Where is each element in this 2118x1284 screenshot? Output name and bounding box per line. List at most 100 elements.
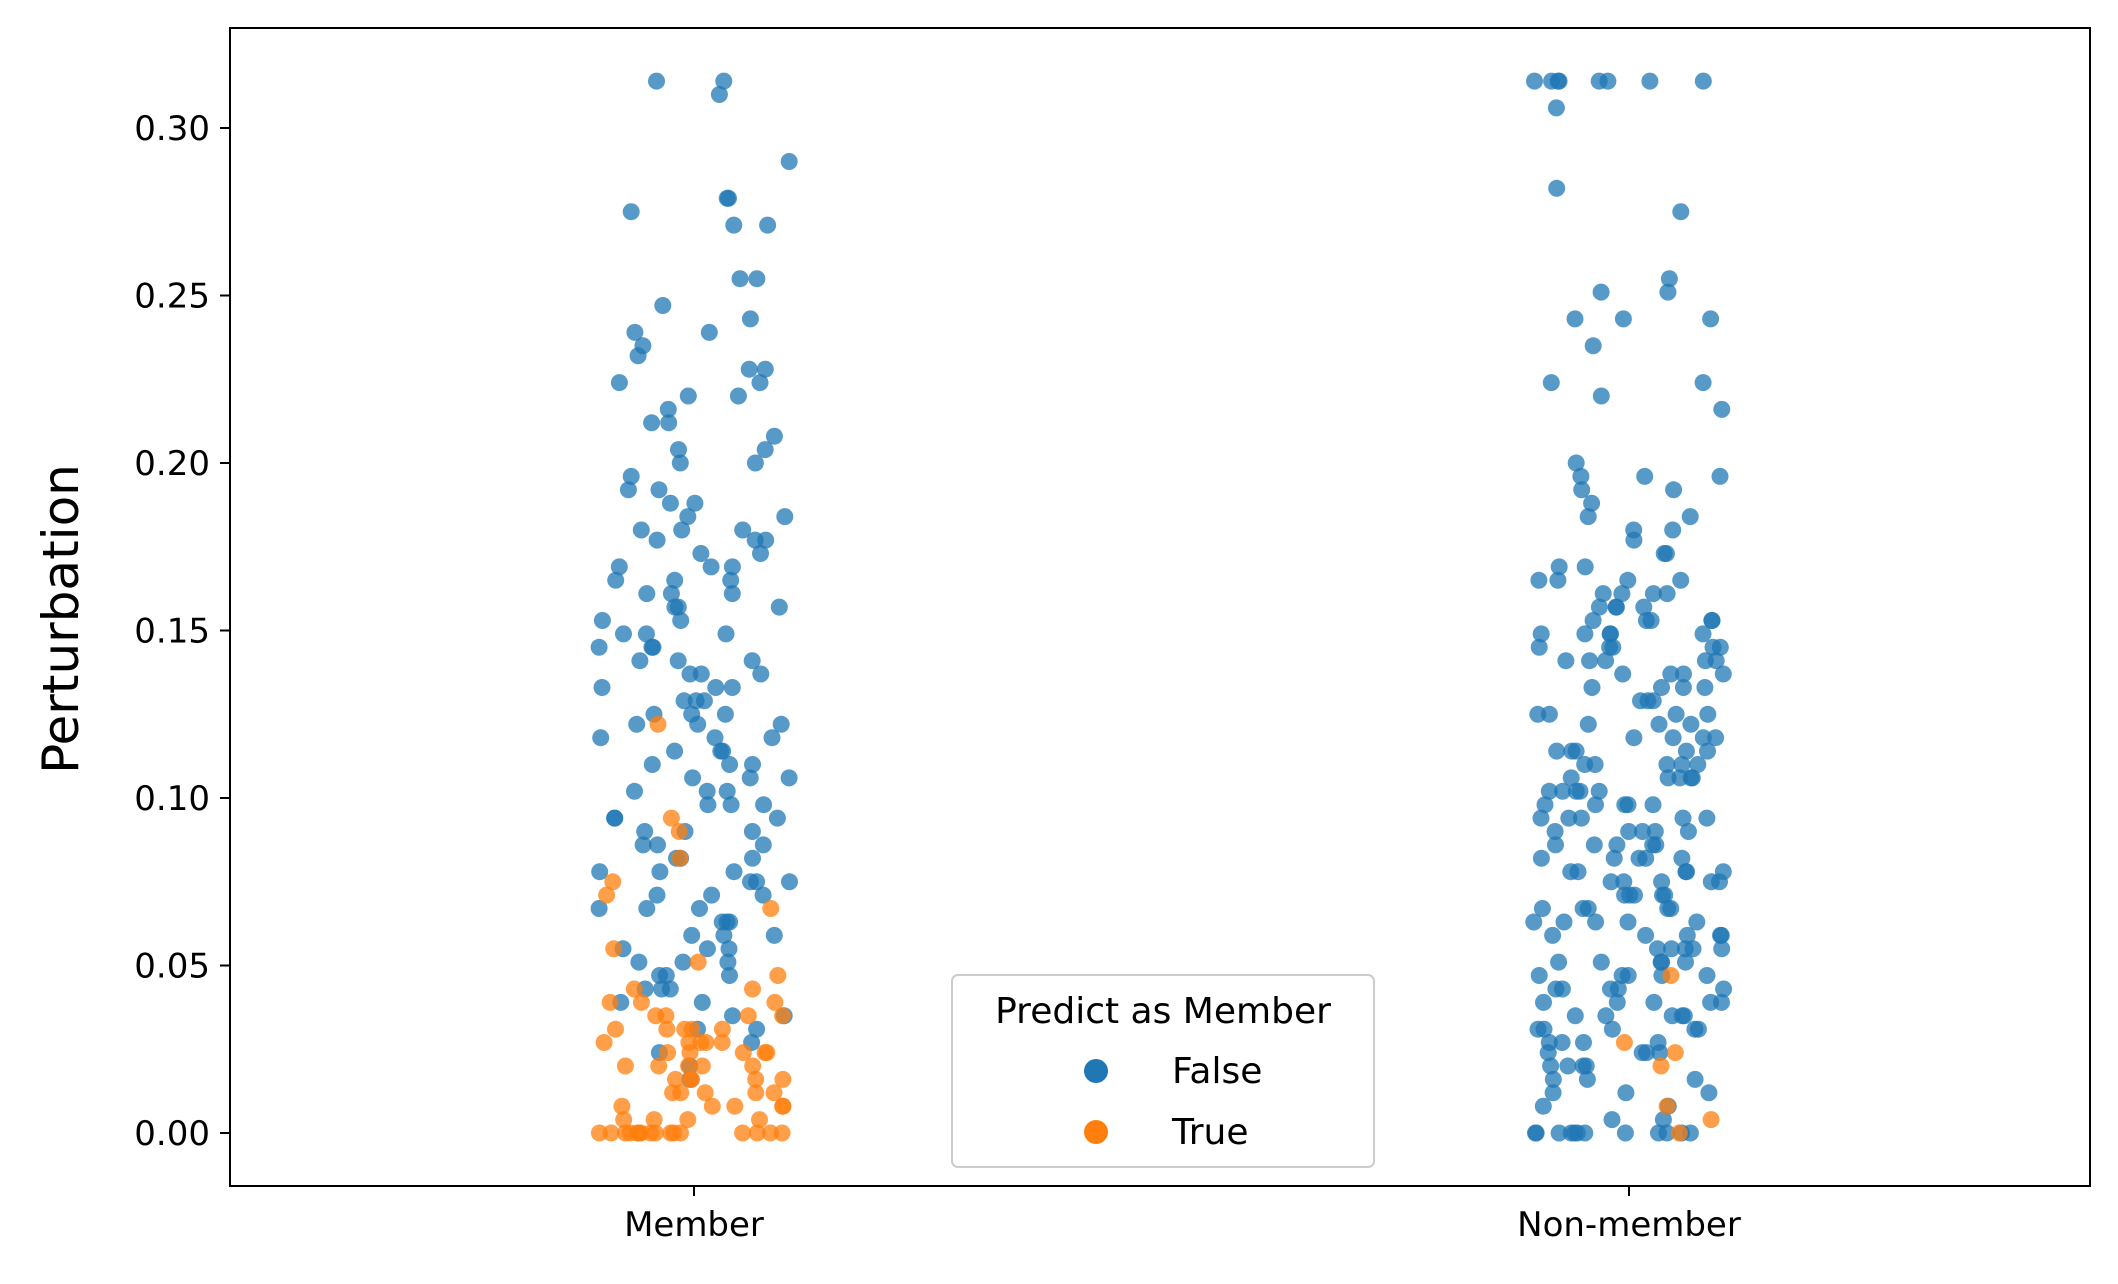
point-false-non-member: [1525, 913, 1543, 931]
point-false-non-member: [1553, 1034, 1571, 1051]
point-true-member: [607, 1020, 624, 1038]
point-false-non-member: [1662, 900, 1680, 917]
point-false-member: [722, 571, 740, 589]
point-false-non-member: [1607, 598, 1625, 616]
point-true-member: [744, 1057, 762, 1075]
point-false-non-member: [1613, 967, 1631, 984]
point-false-member: [716, 705, 734, 723]
point-false-member: [725, 216, 743, 234]
point-false-member: [731, 270, 749, 288]
point-false-member: [718, 913, 736, 931]
point-false-non-member: [1698, 967, 1716, 984]
point-false-non-member: [1605, 849, 1623, 867]
point-false-non-member: [1549, 72, 1567, 90]
point-false-non-member: [1654, 1111, 1672, 1129]
point-false-member: [592, 729, 610, 747]
point-false-non-member: [1674, 679, 1692, 696]
point-false-member: [666, 742, 684, 760]
point-false-non-member: [1560, 809, 1578, 827]
point-false-non-member: [1671, 769, 1689, 787]
x-tick-label: Member: [624, 1205, 764, 1245]
point-false-non-member: [1529, 1020, 1547, 1038]
point-false-member: [719, 953, 737, 971]
point-false-member: [724, 1007, 741, 1025]
point-false-non-member: [1650, 1124, 1667, 1142]
point-false-member: [591, 863, 609, 881]
point-true-member: [650, 1057, 668, 1075]
point-false-member: [590, 900, 608, 917]
point-false-non-member: [1592, 387, 1610, 405]
point-false-non-member: [1542, 1057, 1560, 1075]
point-false-non-member: [1713, 940, 1731, 958]
point-false-non-member: [1662, 665, 1680, 683]
point-false-non-member: [1642, 612, 1660, 629]
point-false-member: [638, 585, 656, 603]
point-false-non-member: [1571, 782, 1589, 800]
point-false-non-member: [1694, 72, 1712, 90]
point-false-member: [648, 886, 666, 904]
point-false-non-member: [1608, 993, 1626, 1011]
point-false-member: [670, 441, 687, 459]
point-false-non-member: [1613, 585, 1631, 603]
point-false-member: [593, 612, 611, 629]
point-false-non-member: [1694, 625, 1712, 643]
point-false-non-member: [1584, 337, 1602, 355]
point-false-non-member: [1597, 652, 1615, 670]
point-false-non-member: [1572, 809, 1590, 827]
point-false-non-member: [1526, 72, 1543, 90]
point-false-member: [734, 521, 752, 539]
point-false-member: [684, 769, 702, 787]
point-false-non-member: [1586, 756, 1604, 773]
point-true-member: [696, 1084, 714, 1102]
point-false-member: [669, 598, 687, 616]
point-false-member: [768, 809, 786, 827]
point-false-non-member: [1694, 374, 1712, 392]
point-true-member: [683, 1070, 700, 1088]
point-false-member: [590, 638, 608, 656]
point-true-member: [680, 1057, 697, 1075]
point-false-member: [671, 454, 689, 472]
point-false-non-member: [1682, 715, 1700, 733]
point-false-member: [626, 323, 644, 341]
point-false-non-member: [1689, 756, 1707, 773]
point-false-member: [702, 558, 720, 576]
point-false-member: [765, 427, 783, 445]
point-false-non-member: [1655, 545, 1673, 562]
point-false-non-member: [1659, 283, 1677, 301]
point-true-member: [774, 1070, 792, 1088]
point-false-non-member: [1584, 612, 1602, 629]
point-false-non-member: [1581, 652, 1599, 670]
point-false-member: [748, 1020, 766, 1038]
point-false-member: [662, 585, 680, 603]
point-false-non-member: [1566, 310, 1584, 328]
point-false-member: [637, 625, 655, 643]
point-false-non-member: [1544, 926, 1562, 944]
point-false-member: [683, 926, 701, 944]
point-false-non-member: [1536, 796, 1554, 814]
point-true-member: [595, 1034, 613, 1051]
point-false-non-member: [1694, 729, 1712, 747]
point-false-member: [643, 756, 661, 773]
point-false-member: [630, 953, 648, 971]
point-false-member: [606, 809, 624, 827]
point-false-member: [622, 203, 640, 221]
point-false-member: [693, 993, 711, 1011]
point-false-member: [743, 652, 761, 670]
point-true-member: [672, 1084, 690, 1102]
point-false-non-member: [1664, 729, 1682, 747]
point-false-member: [653, 980, 671, 998]
point-false-non-member: [1711, 467, 1729, 485]
y-axis-title: Perturbation: [32, 464, 90, 774]
point-false-member: [715, 926, 733, 944]
point-true-member: [649, 715, 667, 733]
point-false-non-member: [1700, 1084, 1718, 1102]
point-false-non-member: [1688, 913, 1706, 931]
point-false-non-member: [1614, 310, 1632, 328]
point-false-non-member: [1664, 521, 1682, 539]
point-false-member: [648, 531, 666, 549]
point-false-non-member: [1707, 729, 1725, 747]
point-false-member: [699, 796, 717, 814]
point-false-non-member: [1678, 926, 1696, 944]
point-false-member: [740, 360, 758, 378]
